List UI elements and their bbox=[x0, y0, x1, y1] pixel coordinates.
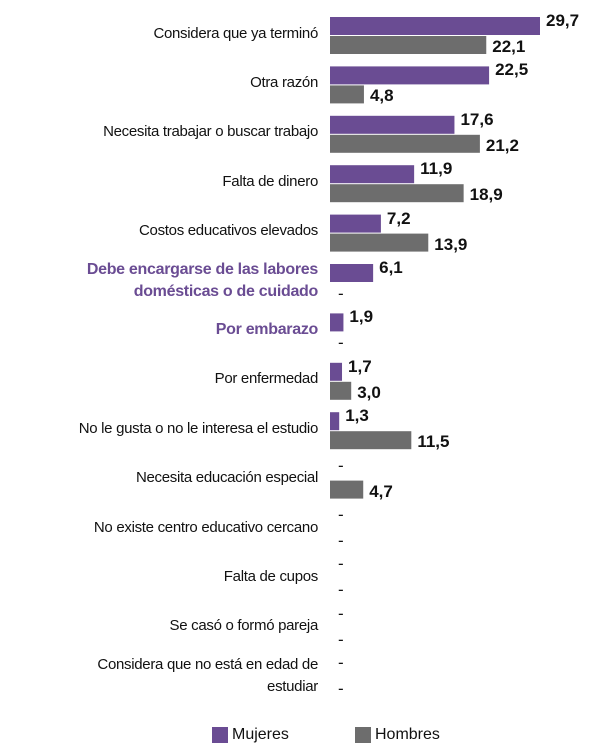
bar bbox=[330, 431, 412, 450]
value-label: 21,2 bbox=[485, 135, 519, 155]
value-label: 22,5 bbox=[495, 60, 529, 80]
bar bbox=[330, 381, 352, 400]
legend-label: Hombres bbox=[375, 726, 440, 743]
value-label: 4,8 bbox=[369, 86, 394, 106]
bar bbox=[330, 85, 364, 104]
category-label: Por embarazo bbox=[215, 320, 319, 338]
category-label: Por enfermedad bbox=[214, 370, 319, 388]
category-label: Costos educativos elevados bbox=[139, 222, 318, 240]
legend-swatch bbox=[355, 727, 371, 743]
legend-label: Mujeres bbox=[232, 726, 289, 743]
bar bbox=[330, 362, 343, 381]
missing-label: - bbox=[338, 580, 344, 600]
value-label: 6,1 bbox=[379, 258, 403, 277]
missing-label: - bbox=[338, 629, 344, 649]
bar bbox=[330, 134, 480, 153]
category-label: Considera que ya terminó bbox=[153, 24, 318, 42]
bar bbox=[330, 313, 344, 332]
category-label: No existe centro educativo cercano bbox=[93, 518, 318, 536]
missing-label: - bbox=[338, 531, 344, 550]
category-label: Considera que no está en edad de estudia… bbox=[97, 655, 318, 695]
value-label: 1,3 bbox=[345, 406, 369, 426]
bar bbox=[330, 233, 429, 252]
value-label: 17,6 bbox=[460, 109, 494, 129]
value-label: 18,9 bbox=[469, 185, 503, 205]
value-label: 29,7 bbox=[546, 11, 580, 30]
bar bbox=[330, 264, 374, 282]
category-label: Otra razón bbox=[250, 73, 318, 91]
bar bbox=[330, 184, 464, 203]
missing-label: - bbox=[338, 505, 344, 524]
bar bbox=[330, 412, 340, 431]
category-label: Necesita trabajar o buscar trabajo bbox=[103, 123, 318, 141]
bar bbox=[330, 214, 381, 233]
value-label: 7,2 bbox=[386, 208, 411, 228]
value-label: 4,7 bbox=[369, 481, 393, 501]
category-label: Falta de dinero bbox=[222, 172, 318, 190]
value-label: 11,9 bbox=[420, 159, 453, 179]
category-label: Debe encargarse de las labores doméstica… bbox=[86, 260, 318, 300]
value-label: 1,9 bbox=[349, 307, 374, 327]
missing-label: - bbox=[338, 284, 344, 303]
bar bbox=[330, 36, 487, 54]
bar bbox=[330, 115, 455, 134]
value-label: 1,7 bbox=[348, 356, 372, 376]
category-label: Falta de cupos bbox=[223, 567, 319, 585]
bar bbox=[330, 165, 415, 184]
value-label: 3,0 bbox=[357, 382, 381, 402]
value-label: 22,1 bbox=[492, 37, 526, 56]
value-label: 11,5 bbox=[417, 432, 450, 452]
missing-label: - bbox=[338, 679, 344, 699]
category-label: Se casó o formó pareja bbox=[169, 617, 319, 635]
legend-swatch bbox=[212, 727, 228, 743]
missing-label: - bbox=[338, 333, 344, 353]
category-label: No le gusta o no le interesa el estudio bbox=[78, 419, 319, 437]
category-label: Necesita educación especial bbox=[135, 469, 318, 487]
value-label: 13,9 bbox=[434, 234, 468, 254]
missing-label: - bbox=[338, 554, 344, 574]
missing-label: - bbox=[338, 455, 344, 475]
bar bbox=[330, 17, 540, 35]
bar bbox=[330, 66, 490, 85]
missing-label: - bbox=[338, 653, 344, 673]
missing-label: - bbox=[338, 603, 344, 623]
bar bbox=[330, 480, 364, 499]
